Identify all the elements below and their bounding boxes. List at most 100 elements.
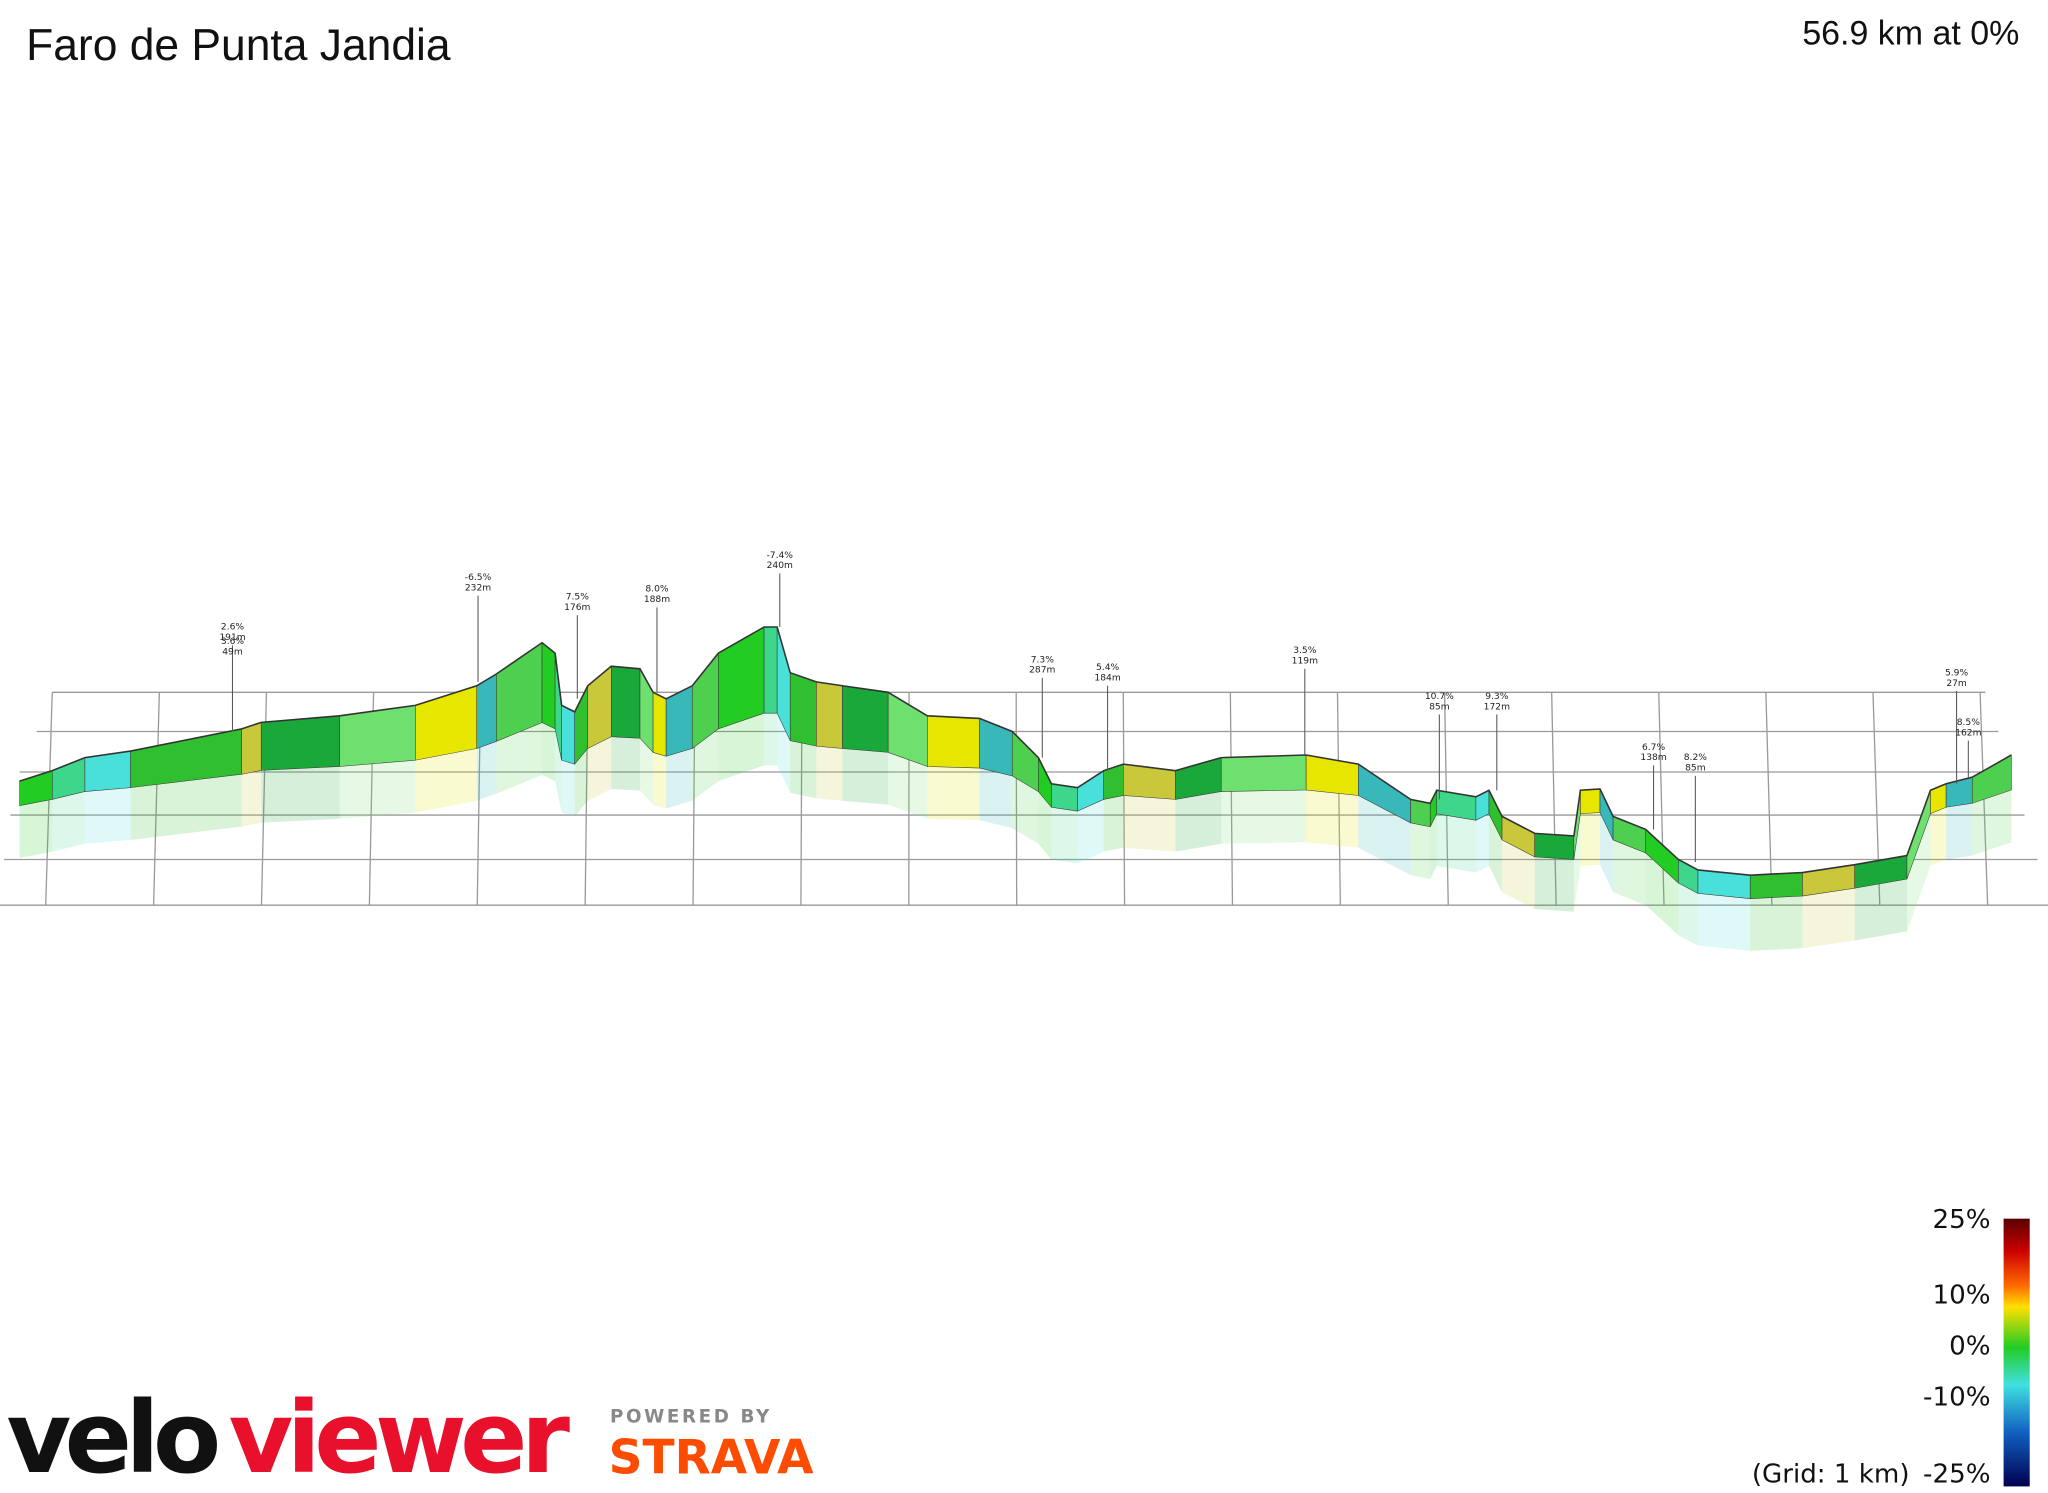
- ribbon-strip: [1220, 754, 1307, 792]
- shadow-strip: [1502, 839, 1535, 910]
- shadow-strip: [339, 760, 416, 819]
- annotation-grade: 7.3%: [1031, 655, 1055, 665]
- shadow-strip: [1678, 882, 1698, 946]
- shadow-strip: [842, 748, 889, 805]
- ribbon-strip: [763, 626, 778, 714]
- profile-ribbon: [19, 626, 2012, 899]
- annotation-elevation: 188m: [644, 595, 670, 605]
- shadow-strip: [496, 722, 543, 794]
- shadow-strip: [19, 799, 53, 858]
- shadow-strip: [640, 738, 654, 805]
- shadow-strip: [666, 748, 693, 809]
- shadow-strip: [587, 736, 612, 801]
- shadow-strip: [1475, 813, 1489, 873]
- annotation-elevation: 240m: [767, 561, 793, 571]
- shadow-strip: [1972, 789, 2012, 856]
- legend-label: 10%: [1932, 1281, 1990, 1311]
- shadow-strip: [888, 752, 928, 819]
- shadow-strip: [1697, 893, 1751, 951]
- profile-shadow: [19, 713, 2012, 951]
- ribbon-strip: [842, 685, 889, 753]
- annotation-elevation: 232m: [465, 583, 491, 593]
- annotation-elevation: 85m: [1685, 764, 1706, 774]
- ribbon-strip: [789, 672, 817, 747]
- shadow-strip: [692, 728, 719, 801]
- annotation-grade: 10.7%: [1425, 692, 1454, 702]
- ribbon-edge: [19, 626, 2012, 876]
- shadow-strip: [1802, 888, 1855, 949]
- grid-line: [1336, 692, 1341, 906]
- shadow-strip: [1410, 822, 1431, 880]
- annotation-grade: 8.5%: [1957, 718, 1981, 728]
- logo-velo: velo: [7, 1381, 217, 1493]
- ribbon-strip: [1945, 776, 1973, 808]
- grid-line: [1229, 692, 1234, 906]
- annotation-elevation: 119m: [1292, 657, 1318, 667]
- shadow-strip: [816, 746, 843, 801]
- shadow-strip: [1645, 852, 1679, 936]
- shadow-strip: [1038, 791, 1052, 860]
- shadow-strip: [1573, 813, 1581, 912]
- shadow-strip: [1600, 812, 1614, 893]
- annotation-elevation: 162m: [1955, 728, 1981, 738]
- shadow-strip: [561, 760, 575, 817]
- annotation-grade: 5.4%: [1096, 663, 1120, 673]
- shadow-strip: [718, 713, 765, 782]
- shadow-strip: [1613, 839, 1646, 906]
- legend-label: 25%: [1932, 1205, 1990, 1235]
- strava-logo: STRAVA: [609, 1430, 815, 1485]
- legend-gradient: [2003, 1218, 2030, 1487]
- ribbon-strip: [816, 681, 843, 749]
- annotation-elevation: 85m: [1429, 702, 1450, 712]
- annotation-elevation: 287m: [1029, 666, 1055, 676]
- annotation-grade: 7.5%: [566, 593, 590, 603]
- grid-line: [1015, 692, 1018, 906]
- shadow-strip: [927, 766, 980, 821]
- shadow-strip: [261, 766, 340, 823]
- shadow-strip: [1436, 813, 1476, 873]
- shadow-strip: [1123, 795, 1176, 852]
- shadow-strip: [241, 770, 262, 827]
- shadow-strip: [1946, 803, 1973, 860]
- ribbon-strip: [652, 691, 667, 757]
- shadow-strip: [777, 713, 791, 793]
- shadow-strip: [555, 728, 562, 813]
- annotation-grade: 3.6%: [221, 637, 245, 647]
- shadow-strip: [1175, 791, 1222, 852]
- shadow-strip: [1906, 813, 1931, 932]
- shadow-strip: [1854, 879, 1907, 941]
- shadow-strip: [1012, 775, 1039, 844]
- annotation-grade: 9.3%: [1485, 692, 1509, 702]
- annotation-grade: 3.5%: [1293, 646, 1317, 656]
- legend-label: -10%: [1923, 1382, 1990, 1412]
- ribbon-strip: [260, 715, 340, 771]
- shadow-strip: [790, 740, 817, 799]
- shadow-strip: [476, 741, 497, 801]
- grid-note: (Grid: 1 km): [1752, 1460, 1910, 1490]
- shadow-strip: [574, 748, 588, 817]
- ribbon-strip: [561, 704, 575, 765]
- title: Faro de Punta Jandia: [26, 21, 451, 70]
- shadow-strip: [1221, 789, 1307, 844]
- shadow-strip: [1580, 812, 1600, 867]
- shadow-strip: [1077, 799, 1104, 864]
- shadow-strip: [1358, 795, 1411, 876]
- shadow-strip: [1103, 795, 1124, 852]
- shadow-strip: [84, 787, 131, 844]
- shadow-strip: [979, 768, 1013, 829]
- ribbon-strip: [611, 665, 641, 739]
- shadow-strip: [52, 791, 85, 852]
- ribbon-strip: [541, 642, 556, 730]
- shadow-strip: [1750, 896, 1803, 951]
- legend-label: 0%: [1949, 1332, 1990, 1362]
- annotation-grade: -6.5%: [465, 573, 492, 583]
- shadow-strip: [1306, 789, 1359, 848]
- annotation-elevation: 172m: [1484, 702, 1510, 712]
- shadow-strip: [764, 713, 778, 766]
- grid-line: [1122, 692, 1126, 906]
- shadow-strip: [1430, 813, 1437, 880]
- legend-label: -25%: [1923, 1460, 1990, 1490]
- annotation-grade: 8.0%: [645, 585, 669, 595]
